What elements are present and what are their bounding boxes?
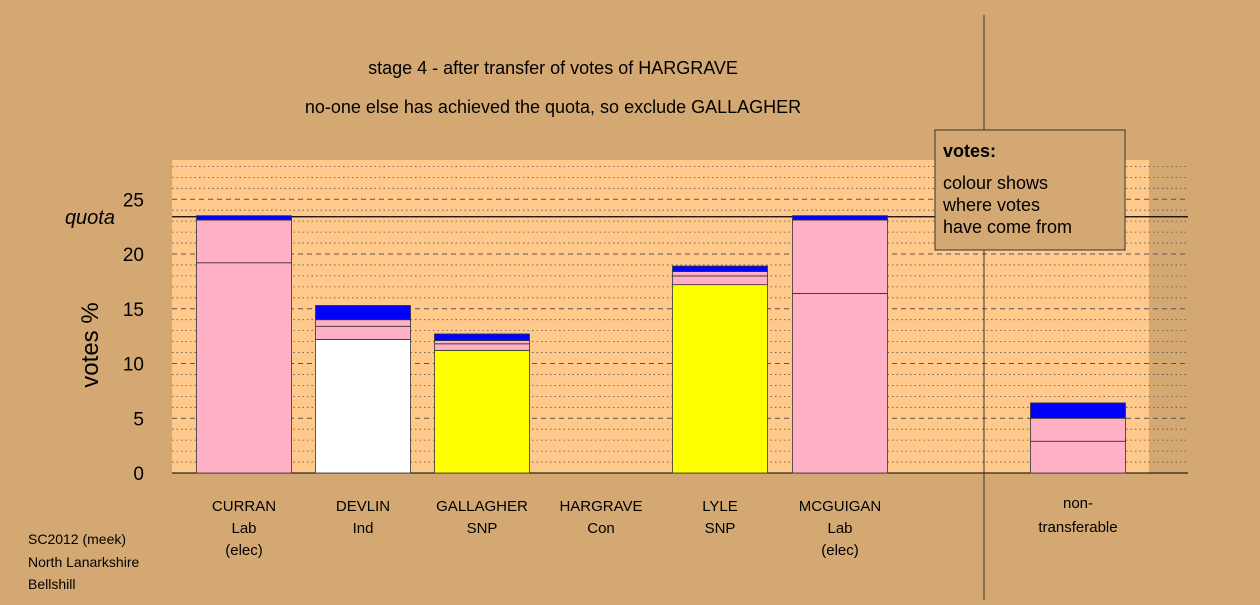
legend-line: where votes: [942, 195, 1040, 215]
bar-segment: [315, 319, 411, 327]
x-tick-label: Lab: [231, 520, 256, 537]
y-tick-label: 15: [123, 300, 144, 321]
bar-segment: [672, 275, 768, 286]
chart-title: stage 4 - after transfer of votes of HAR…: [368, 58, 738, 78]
legend-box: votes: colour shows where votes have com…: [934, 129, 1126, 251]
bar-segment: [672, 265, 768, 272]
bar-segment: [315, 325, 411, 340]
legend-line: colour shows: [943, 173, 1048, 193]
y-axis: 0 5 10 15 20 25: [123, 190, 144, 485]
x-tick-label: Con: [587, 520, 615, 537]
bar-segment: [434, 343, 530, 351]
x-tick-label: transferable: [1038, 519, 1117, 536]
bar-segment: [196, 215, 292, 221]
footer-line: SC2012 (meek): [28, 531, 126, 547]
bar-segment: [315, 339, 411, 474]
x-tick-label: GALLAGHER: [436, 498, 528, 515]
bars-group: [196, 215, 1126, 474]
x-tick-label: CURRAN: [212, 498, 276, 515]
legend-line: have come from: [943, 217, 1072, 237]
y-tick-label: 25: [123, 190, 144, 211]
bar-segment: [196, 219, 292, 264]
bar-segment: [792, 293, 888, 474]
x-tick-label: (elec): [225, 542, 263, 559]
bar-segment: [792, 219, 888, 294]
y-tick-label: 0: [133, 464, 144, 485]
legend-frame: [934, 129, 1126, 251]
y-tick-label: 20: [123, 245, 144, 266]
bar-segment: [672, 271, 768, 277]
y-tick-label: 5: [133, 409, 144, 430]
x-axis-labels: CURRAN Lab (elec) DEVLIN Ind GALLAGHER SNP HARG…: [212, 495, 1118, 559]
x-tick-label: DEVLIN: [336, 498, 390, 515]
bar-segment: [196, 262, 292, 474]
quota-label: quota: [65, 207, 115, 229]
x-tick-label: LYLE: [702, 498, 738, 515]
footer-line: North Lanarkshire: [28, 554, 139, 570]
x-tick-label: SNP: [705, 520, 736, 537]
x-tick-label: SNP: [467, 520, 498, 537]
bar-segment: [434, 340, 530, 345]
x-tick-label: (elec): [821, 542, 859, 559]
x-tick-label: Lab: [827, 520, 852, 537]
x-tick-label: MCGUIGAN: [799, 498, 882, 515]
x-tick-label: Ind: [353, 520, 374, 537]
y-tick-label: 10: [123, 355, 144, 376]
bar-segment: [1030, 440, 1126, 474]
x-tick-label: non-: [1063, 495, 1093, 512]
footer-line: Bellshill: [28, 576, 75, 592]
bar-segment: [434, 349, 530, 474]
bar-segment: [434, 333, 530, 341]
chart-subtitle: no-one else has achieved the quota, so e…: [305, 97, 801, 117]
bar-segment: [672, 284, 768, 474]
bar-segment: [1030, 402, 1126, 419]
y-axis-label: votes %: [77, 302, 104, 387]
legend-heading: votes:: [943, 141, 996, 161]
bar-segment: [792, 215, 888, 221]
bar-segment: [1030, 417, 1126, 442]
footer-text: SC2012 (meek) North Lanarkshire Bellshil…: [28, 531, 139, 592]
bar-segment: [315, 305, 411, 321]
x-tick-label: HARGRAVE: [559, 498, 642, 515]
